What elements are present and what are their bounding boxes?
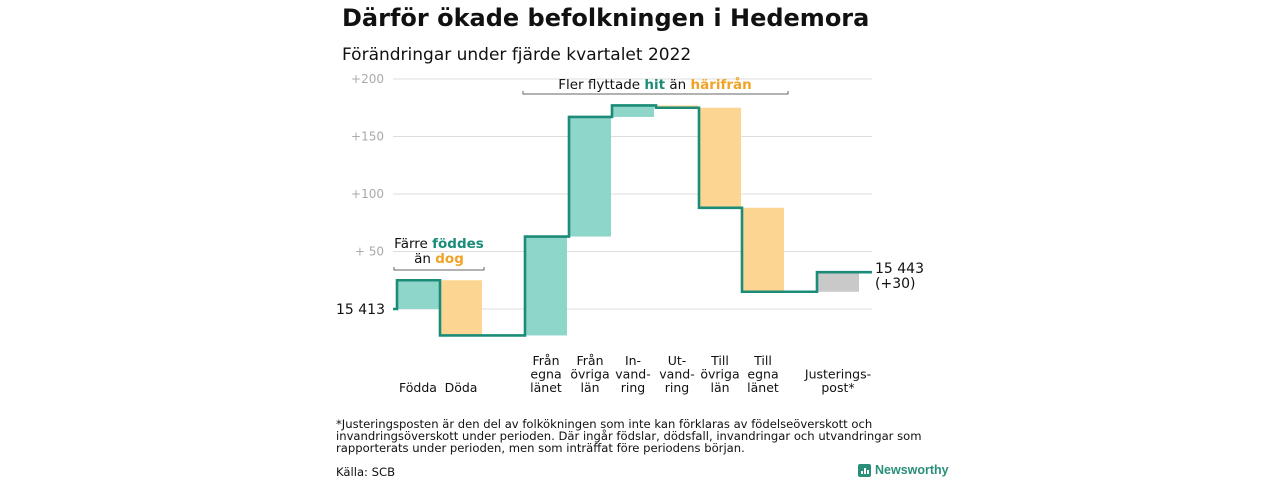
waterfall-bar	[699, 107, 741, 208]
end-value-label: 15 443 (+30)	[875, 261, 924, 292]
waterfall-chart: + 50 +100 +150 +200 Födda Döda Från egna länetFr…	[336, 72, 924, 396]
y-tick-label: +150	[351, 130, 384, 144]
x-category-label: Ut-vand-ring	[659, 353, 694, 395]
waterfall-bar	[440, 280, 482, 336]
waterfall-bar	[612, 105, 654, 117]
x-category-label: Justerings-post*	[804, 367, 871, 396]
annotation-text: än dog	[414, 251, 464, 267]
waterfall-bar	[817, 272, 859, 292]
y-tick-label: +200	[351, 72, 384, 86]
annotation-bracket	[522, 91, 789, 95]
y-tick-label: +100	[351, 187, 384, 201]
cumulative-step-line	[393, 104, 872, 337]
x-category-label: In-vand-ring	[615, 353, 650, 395]
x-category-label: Från övriga län	[570, 353, 609, 395]
bar-chart-icon	[858, 463, 871, 477]
footnote: *Justeringsposten är den del av folkökni…	[336, 417, 922, 455]
waterfall-bar	[525, 236, 567, 336]
brand-name: Newsworthy	[875, 463, 949, 477]
annotation-text: Färre föddes	[394, 236, 484, 252]
chart-subtitle: Förändringar under fjärde kvartalet 2022	[342, 45, 692, 65]
waterfall-bar	[742, 207, 784, 292]
x-category-label: Från egna länet	[530, 353, 562, 395]
chart-title: Därför ökade befolkningen i Hedemora	[342, 4, 870, 32]
start-value-label: 15 413	[336, 302, 385, 318]
x-category-label: Födda	[399, 380, 437, 395]
x-category-label: Till övriga län	[700, 353, 739, 395]
source-label: Källa: SCB	[336, 465, 396, 479]
x-category-label: Döda	[445, 380, 478, 395]
annotation-bracket	[393, 267, 485, 271]
brand-logo[interactable]: Newsworthy	[858, 463, 949, 477]
y-tick-label: + 50	[355, 245, 384, 259]
waterfall-bar	[569, 116, 611, 237]
x-category-label: Till egna länet	[747, 353, 779, 395]
waterfall-bar	[397, 280, 439, 309]
annotation-text: Fler flyttade hit än härifrån	[558, 76, 752, 93]
